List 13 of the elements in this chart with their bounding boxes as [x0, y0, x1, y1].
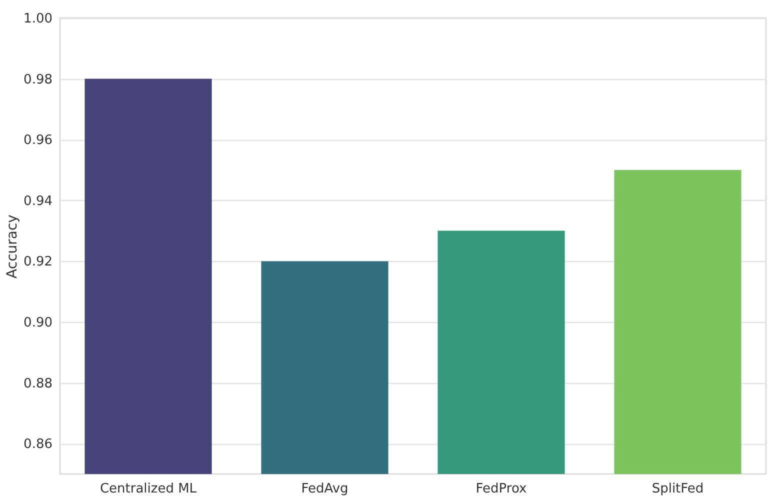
x-tick-label: FedAvg [301, 482, 348, 496]
x-tick-label: SplitFed [652, 482, 704, 496]
y-tick-label: 0.98 [24, 72, 52, 88]
x-tick-label: Centralized ML [100, 482, 198, 496]
y-tick-label: 0.96 [24, 133, 52, 148]
y-axis-title: Accuracy [4, 214, 21, 278]
y-tick-label: 0.86 [24, 437, 52, 452]
x-tick-label: FedProx [476, 482, 528, 496]
y-tick-label: 0.92 [24, 254, 52, 270]
y-tick-label: 0.94 [24, 194, 52, 209]
y-tick-label: 0.88 [24, 376, 52, 392]
y-tick-label: 0.90 [24, 316, 52, 330]
y-tick-label: 1.00 [24, 12, 52, 26]
